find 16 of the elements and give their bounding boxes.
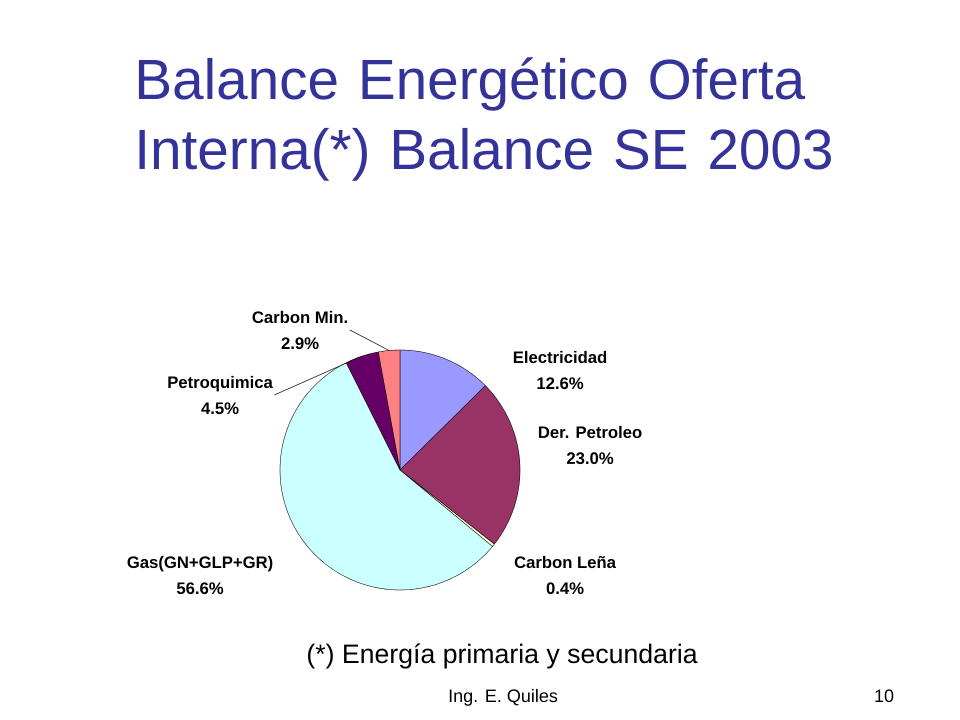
text: (*) Energía primaria y secundaria [308,643,698,669]
slice-label: Der. Petroleo [538,426,642,438]
data-label: 0.4% [546,582,584,594]
data-label: 2.9% [282,337,319,350]
slice-label: Gas(GN+GLP+GR) [128,556,272,572]
chart-title: Balance Energético Oferta Interna(*) Balance SE 2003 [138,57,831,181]
data-label: 56.6% [176,582,224,594]
slice-label: Carbon Min. [252,310,348,324]
data-label: 12.6% [537,377,584,390]
text: 10 [875,689,894,702]
data-label: 23.0% [566,452,614,464]
text: Ing. E. Quiles [450,688,558,706]
slice-label: Electricidad [514,350,606,364]
slice-label: Carbon Leña [514,556,616,568]
slice-label: Petroquimica [168,376,273,392]
data-label: 4.5% [201,402,239,414]
